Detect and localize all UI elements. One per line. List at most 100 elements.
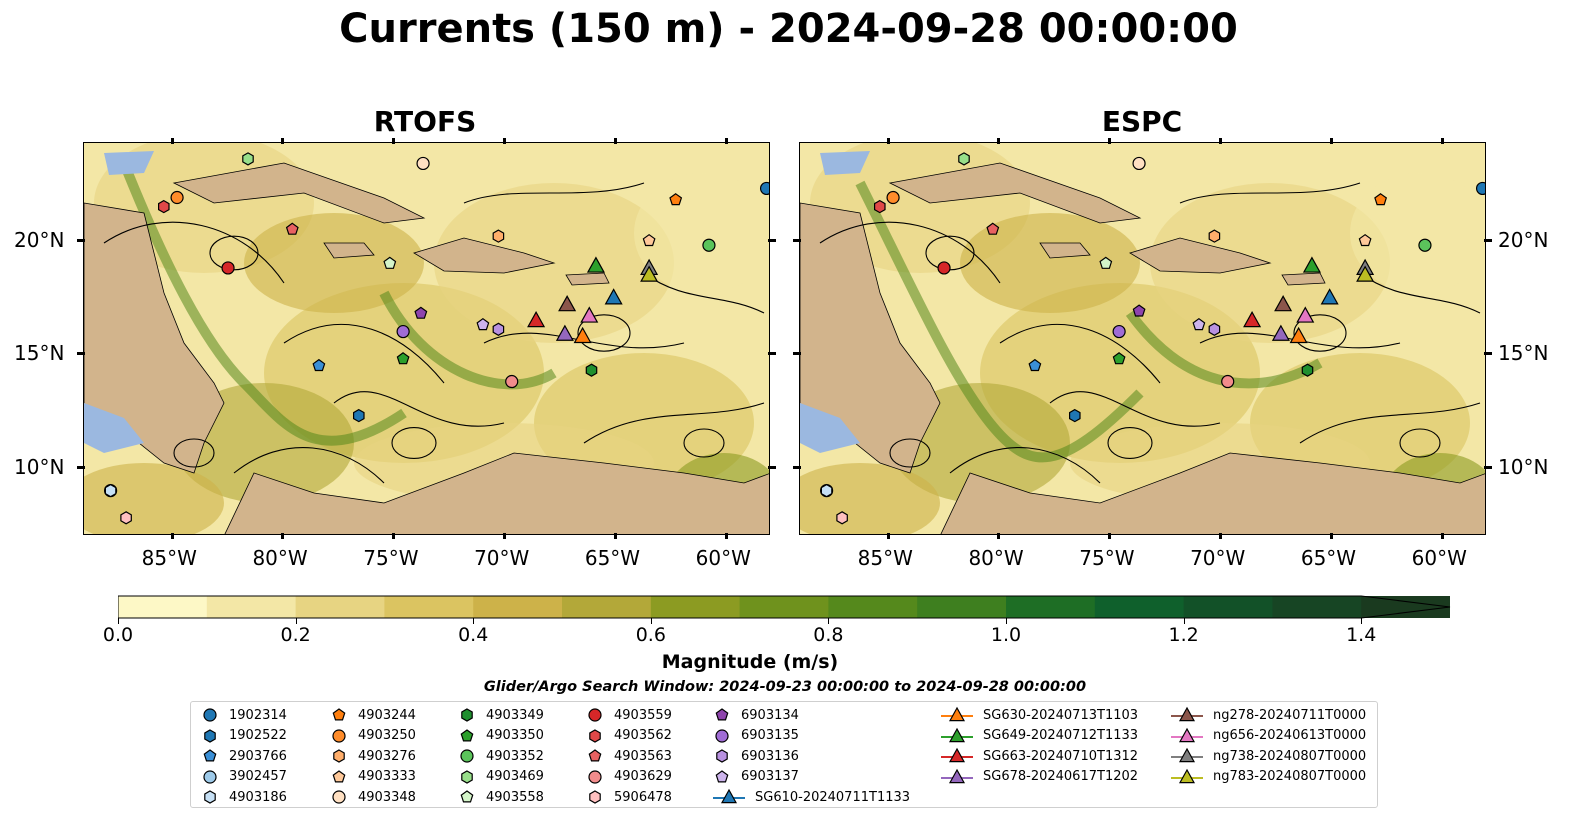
- glider-SG649-20240712T1133-rtofs: [586, 256, 605, 273]
- legend-label: 4903333: [358, 769, 416, 784]
- colorbar-segment: [118, 596, 208, 618]
- legend-item-argo: 4903244: [328, 705, 416, 725]
- legend-label: 1902522: [229, 728, 287, 743]
- argo-float-4903558-rtofs: [383, 256, 397, 269]
- lat-tick-mark: [768, 352, 776, 356]
- argo-float-4903629-rtofs: [505, 374, 519, 389]
- lon-tick-mark: [170, 138, 174, 144]
- legend-label: 6903137: [741, 769, 799, 784]
- lon-label-rtofs: 80°W: [252, 546, 308, 570]
- argo-float-6903136-espc: [1208, 322, 1221, 336]
- legend-item-glider: SG649-20240712T1133: [939, 726, 1138, 746]
- triangle-marker-icon: [1171, 727, 1203, 742]
- argo-float-5906478-rtofs: [120, 511, 132, 525]
- glider-SG610-20240711T1133-rtofs: [604, 288, 623, 305]
- legend-item-argo: 6903135: [711, 726, 799, 746]
- argo-float-2903766-rtofs: [312, 358, 326, 372]
- argo-float-4903563-espc: [986, 222, 1000, 235]
- argo-float-4903352-espc: [1418, 238, 1432, 252]
- argo-float-4903562-espc: [873, 199, 886, 214]
- colorbar-tick: [650, 618, 652, 624]
- glider-SG663-20240710T1312-espc: [1243, 310, 1262, 328]
- lat-tick-mark: [793, 352, 801, 356]
- legend-item-argo: 4903349: [456, 705, 544, 725]
- glider-ng656-20240613T0000-rtofs: [580, 306, 599, 323]
- glider-ng783-20240807T0000-espc: [1356, 265, 1375, 282]
- lat-tick-mark: [77, 238, 85, 242]
- lon-tick-mark: [392, 533, 396, 539]
- lat-label-espc: 15°N: [1498, 341, 1549, 366]
- lon-tick-mark: [1329, 533, 1333, 539]
- legend-item-argo: 6903136: [711, 746, 799, 766]
- argo-float-4903350-rtofs: [396, 352, 410, 365]
- glider-SG610-20240711T1133-espc: [1320, 288, 1339, 305]
- legend-item-argo: 6903134: [711, 705, 799, 725]
- legend-label: 4903563: [614, 748, 672, 764]
- panel-title-espc: ESPC: [1101, 105, 1183, 138]
- legend-label: 5906478: [614, 789, 672, 805]
- lon-tick-mark: [1329, 138, 1333, 144]
- lat-tick-mark: [793, 465, 801, 469]
- lat-label-espc: 10°N: [1498, 454, 1549, 479]
- legend-label: 6903136: [741, 748, 799, 764]
- argo-float-4903469-espc: [958, 152, 970, 166]
- lat-tick-mark: [77, 465, 85, 469]
- lon-label-espc: 65°W: [1300, 546, 1357, 570]
- circle-marker-icon: [203, 769, 217, 784]
- legend-label: 6903135: [741, 728, 799, 743]
- lon-tick-mark: [1108, 138, 1112, 144]
- argo-float-4903349-espc: [1301, 363, 1314, 377]
- colorbar-tick: [1361, 618, 1363, 624]
- legend-label: 3902457: [229, 769, 287, 784]
- argo-float-4903469-rtofs: [242, 152, 254, 166]
- lon-tick-mark: [886, 533, 890, 539]
- argo-float-6903137-espc: [1192, 317, 1206, 331]
- legend-item-argo: 1902314: [199, 705, 287, 725]
- triangle-marker-icon: [1171, 706, 1203, 722]
- colorbar-segment: [473, 596, 563, 618]
- pentagon-marker-icon: [332, 769, 346, 782]
- legend-item-argo: 4903629: [584, 767, 672, 787]
- lat-label-rtofs: 15°N: [14, 341, 65, 366]
- hexagon-marker-icon: [333, 749, 345, 763]
- legend-label: SG610-20240711T1133: [755, 789, 911, 805]
- colorbar-segment: [384, 596, 474, 618]
- colorbar-tick: [295, 618, 297, 624]
- circle-marker-icon: [203, 708, 217, 722]
- pentagon-marker-icon: [203, 749, 217, 762]
- lon-tick-mark: [997, 533, 1001, 539]
- colorbar-segment: [1272, 596, 1362, 618]
- hexagon-marker-icon: [589, 728, 601, 743]
- pentagon-marker-icon: [715, 769, 729, 782]
- argo-float-6903135-rtofs: [396, 324, 410, 339]
- legend-item-argo: 4903559: [584, 705, 672, 725]
- legend-item-argo: 4903558: [456, 787, 544, 807]
- colorbar: [118, 595, 1451, 619]
- lon-label-rtofs: 75°W: [363, 546, 419, 570]
- lon-tick-mark: [724, 533, 728, 539]
- lon-label-rtofs: 70°W: [474, 546, 530, 570]
- colorbar-tick-label: 0.8: [813, 624, 844, 646]
- argo-float-4903244-espc: [1374, 193, 1388, 206]
- lon-tick-mark: [503, 138, 507, 144]
- colorbar-segment: [562, 596, 652, 618]
- argo-float-4903562-rtofs: [157, 199, 170, 214]
- legend-item-argo: 4903276: [328, 746, 416, 766]
- colorbar-tick-label: 0.4: [458, 624, 489, 646]
- argo-float-4903276-espc: [1208, 229, 1221, 243]
- argo-float-4903186-rtofs: [104, 483, 117, 498]
- glider-SG630-20240713T1103-espc: [1289, 326, 1308, 344]
- triangle-marker-icon: [1171, 747, 1203, 763]
- lon-tick-mark: [392, 138, 396, 144]
- glider-SG649-20240712T1133-espc: [1302, 256, 1321, 273]
- argo-float-4903276-rtofs: [492, 229, 505, 243]
- legend-item-argo: 6903137: [711, 767, 799, 787]
- lon-tick-mark: [1440, 138, 1444, 144]
- glider-SG663-20240710T1312-rtofs: [527, 310, 546, 328]
- triangle-marker-icon: [1171, 768, 1203, 783]
- lon-tick-mark: [724, 138, 728, 144]
- colorbar-segment: [1094, 596, 1185, 618]
- argo-float-4903250-espc: [886, 190, 900, 205]
- legend-item-glider: SG663-20240710T1312: [939, 746, 1138, 766]
- colorbar-segment: [206, 596, 297, 618]
